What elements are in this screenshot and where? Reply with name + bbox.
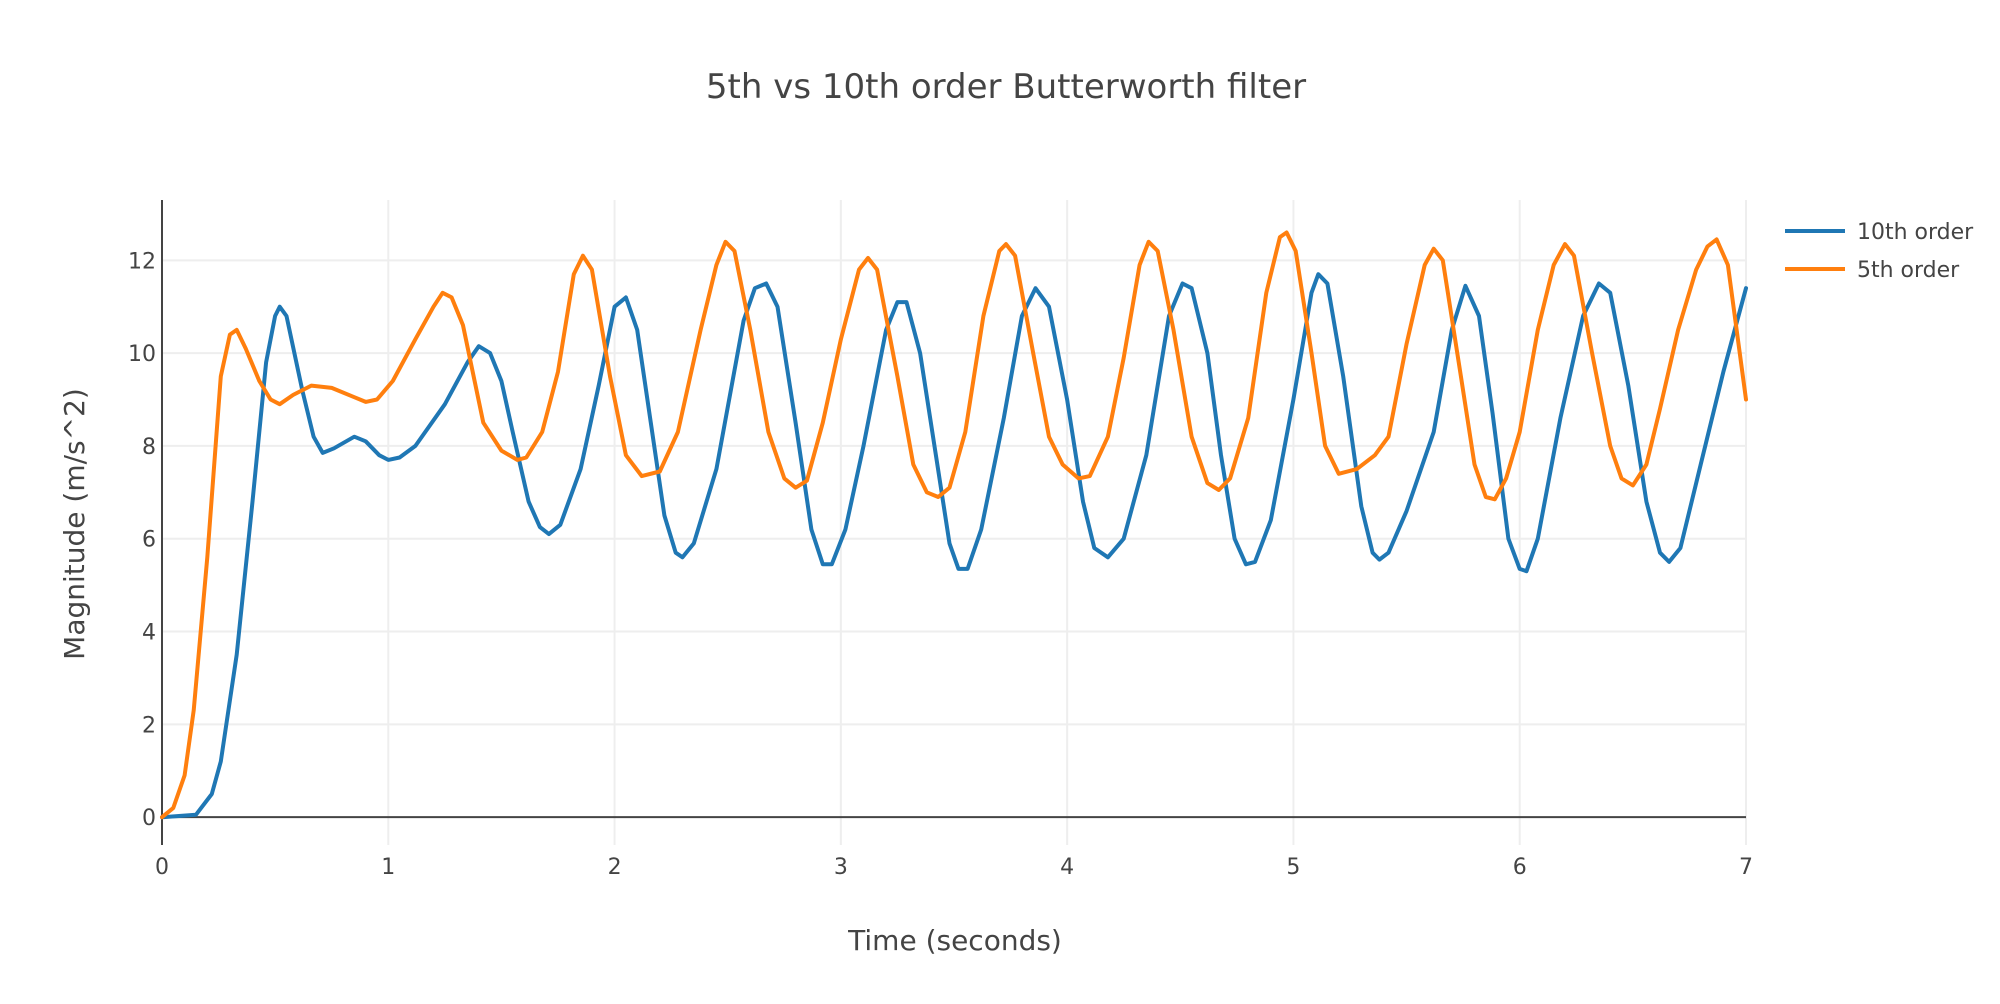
y-tick-label: 0 <box>142 806 156 831</box>
x-tick-label: 5 <box>1286 855 1300 880</box>
legend-label: 5th order <box>1857 258 1960 283</box>
x-tick-label: 6 <box>1513 855 1527 880</box>
series-line-10th-order <box>160 272 1748 820</box>
x-axis-title: Time (seconds) <box>847 924 1062 957</box>
x-tick-label: 0 <box>155 855 169 880</box>
x-tick-label: 4 <box>1060 855 1074 880</box>
y-tick-label: 8 <box>142 435 156 460</box>
x-tick-label: 2 <box>608 855 622 880</box>
legend: 10th order 5th order <box>1785 220 1974 283</box>
plot-area <box>160 230 1748 820</box>
axes <box>161 200 1746 845</box>
series-line-5th-order <box>160 230 1748 820</box>
y-tick-label: 6 <box>142 528 156 553</box>
x-tick-label: 7 <box>1739 855 1753 880</box>
y-tick-label: 10 <box>128 342 156 367</box>
x-tick-label: 1 <box>381 855 395 880</box>
y-tick-label: 2 <box>142 713 156 738</box>
x-tick-label: 3 <box>834 855 848 880</box>
legend-label: 10th order <box>1857 220 1974 245</box>
y-axis-title: Magnitude (m/s^2) <box>58 388 91 660</box>
y-tick-label: 12 <box>128 249 156 274</box>
chart-title: 5th vs 10th order Butterworth filter <box>706 67 1306 107</box>
gridlines <box>162 200 1747 845</box>
y-tick-label: 4 <box>142 621 156 646</box>
